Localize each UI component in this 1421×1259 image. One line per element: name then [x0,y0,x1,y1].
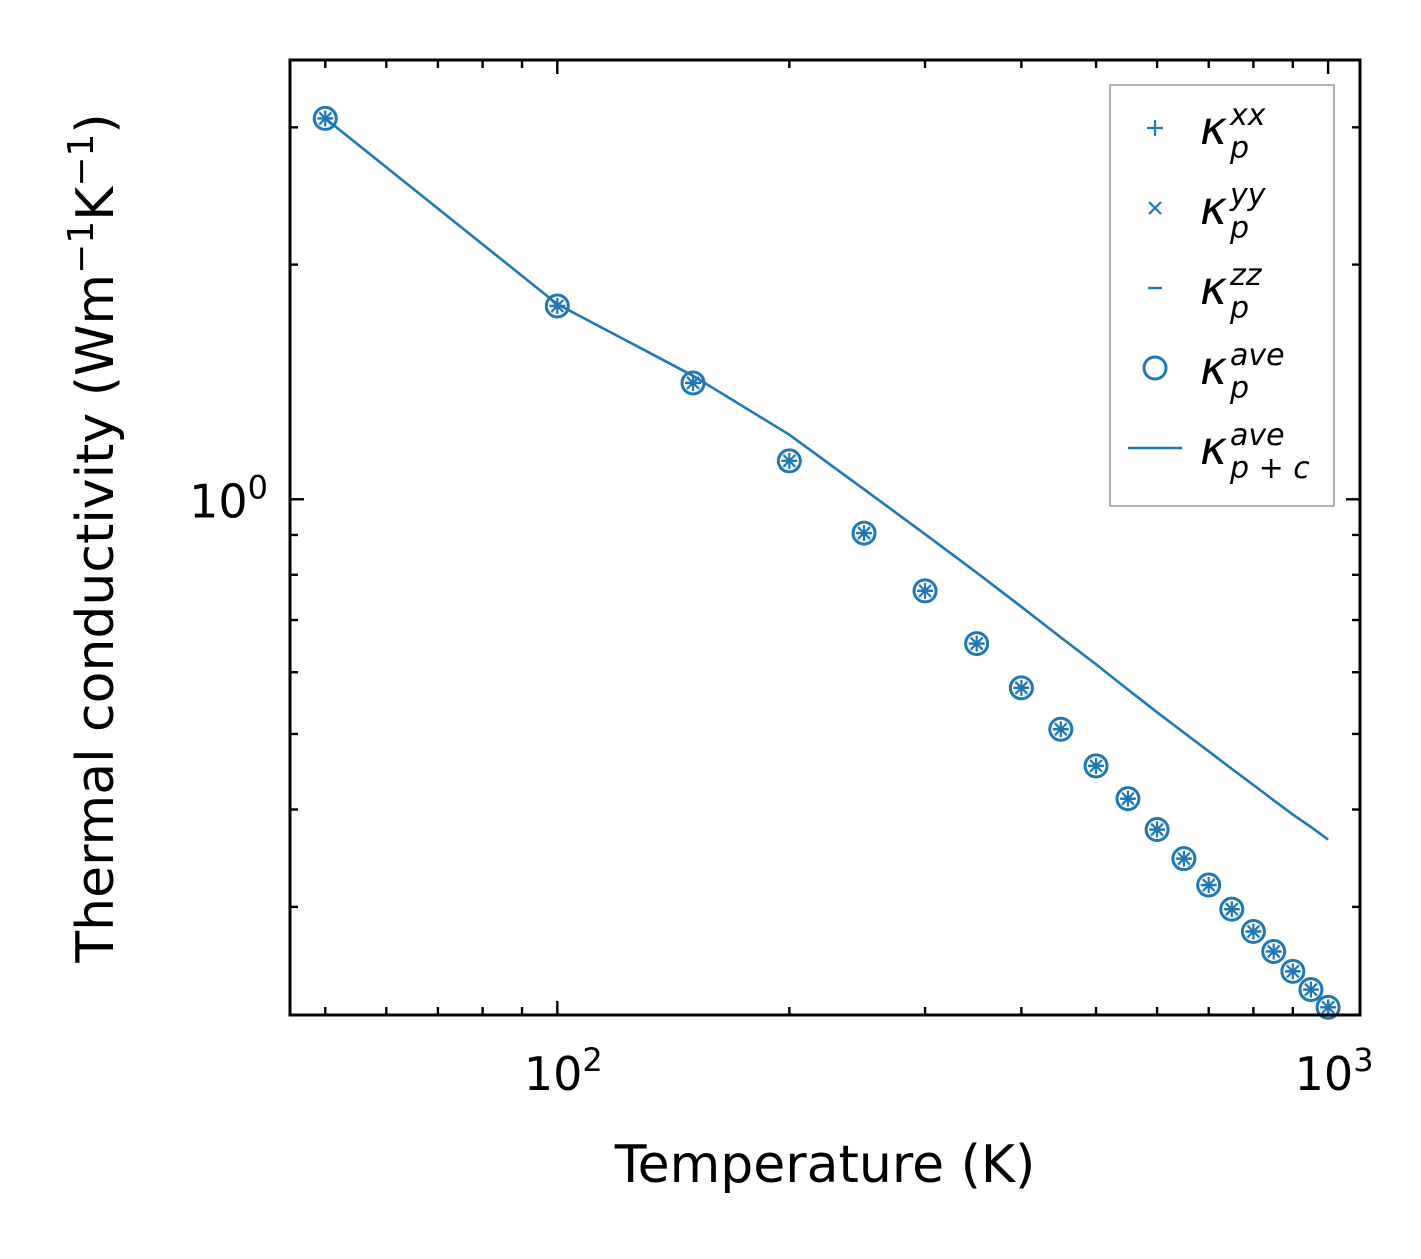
legend-label-symbol: κ [1200,341,1227,395]
legend-handle-plus [1147,120,1163,136]
data-point-circle-50 [312,105,338,131]
legend-label-symbol: κ [1200,421,1227,475]
legend-label-sub: p [1229,291,1249,326]
data-point-circle-300 [912,578,938,604]
data-point-circle-400 [1008,675,1034,701]
x-tick-label: 102 [524,1041,603,1101]
data-point-circle-650 [1171,846,1197,872]
legend-label-sup: xx [1229,98,1266,133]
data-point-circle-200 [776,448,802,474]
series-line-kappa-p-c-ave [324,117,1329,841]
data-point-circle-800 [1240,918,1266,944]
series-line-layer [324,117,1329,841]
y-axis-label-close: ) [66,113,126,133]
data-point-circle-700 [1196,872,1222,898]
legend-label-symbol: κ [1200,261,1227,315]
data-point-circle-250 [851,520,877,546]
legend-label-sup: yy [1229,178,1267,213]
legend-label-sup: zz [1229,258,1263,293]
data-point-circle-900 [1280,958,1306,984]
series-marker-layer [312,105,1341,1020]
y-axis-label: Thermal conductivity (Wm−1K−1) [61,113,126,963]
legend-label-sub: p [1229,371,1249,406]
data-point-circle-350 [964,631,990,657]
y-axis-label-unit-k: K [66,185,126,221]
legend-label-sup: ave [1230,418,1285,453]
legend-label-symbol: κ [1200,181,1227,235]
x-tick-label: 103 [1295,1041,1374,1101]
x-axis-label: Temperature (K) [614,1135,1036,1195]
data-point-circle-850 [1261,938,1287,964]
legend-handle-x [1148,201,1162,215]
y-axis-label-exp-2: −1 [61,134,102,187]
legend-label-sub: p [1229,211,1249,246]
legend-label-sub: p [1229,131,1249,166]
y-axis-label-exp-1: −1 [61,221,102,274]
legend-label-sub: p + c [1229,451,1310,486]
y-tick-label: 100 [189,468,268,528]
legend-box [1109,84,1335,507]
legend-handles [1128,120,1182,450]
data-point-circle-450 [1048,716,1074,742]
plot-frame [288,58,1362,1017]
y-axis-label-main: Thermal conductivity (Wm [66,274,126,964]
data-point-circle-950 [1298,977,1324,1003]
data-point-circle-1000 [1315,994,1341,1020]
data-point-circle-600 [1144,817,1170,843]
legend-label-symbol: κ [1200,101,1227,155]
legend-handle-circle [1142,355,1168,381]
data-point-circle-500 [1083,753,1109,779]
legend-label-sup: ave [1230,338,1285,373]
tick-labels: 102 103 100 [189,468,1373,1101]
data-point-circle-150 [680,370,706,396]
data-point-circle-750 [1219,896,1245,922]
data-point-circle-550 [1115,786,1141,812]
data-point-circle-100 [544,293,570,319]
